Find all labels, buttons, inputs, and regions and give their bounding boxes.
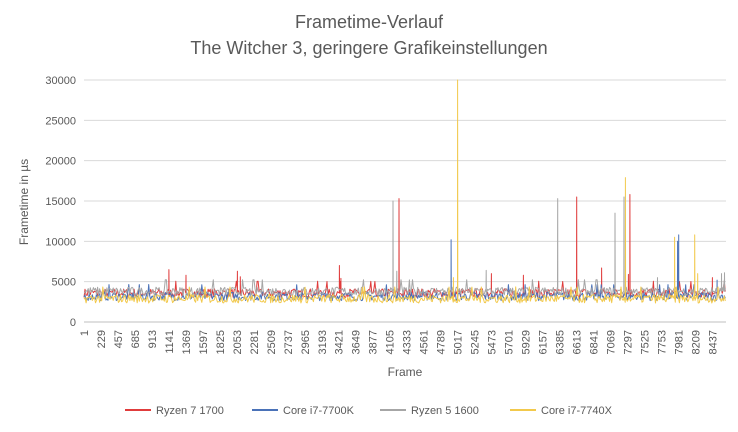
x-tick-label: 8437 <box>707 330 719 354</box>
legend-item: Ryzen 5 1600 <box>380 405 479 417</box>
x-tick-label: 2965 <box>300 330 312 354</box>
x-tick-label: 4561 <box>419 330 431 354</box>
x-tick-label: 5701 <box>504 330 516 354</box>
x-tick-labels: 1 229 457 685 913 1141 1369 1597 1825 2053 2281 250… <box>79 330 719 354</box>
y-axis-label: Frametime in µs <box>17 159 31 245</box>
y-tick-label: 5000 <box>52 277 76 289</box>
gridlines <box>84 79 726 283</box>
legend-label: Ryzen 7 1700 <box>156 405 224 417</box>
y-tick-label: 0 <box>70 317 76 329</box>
x-tick-label: 5017 <box>453 330 465 354</box>
legend-item: Core i7-7740X <box>510 405 613 417</box>
y-tick-label: 25000 <box>45 115 76 127</box>
x-tick-label: 3193 <box>317 330 329 354</box>
series-line <box>83 196 726 297</box>
chart-title: Frametime-Verlauf <box>295 12 444 32</box>
x-tick-label: 913 <box>147 330 159 348</box>
series-line <box>83 79 726 304</box>
x-tick-label: 2737 <box>283 330 295 354</box>
x-tick-label: 3421 <box>334 330 346 354</box>
x-tick-label: 3649 <box>351 330 363 354</box>
x-tick-label: 1141 <box>164 330 176 354</box>
legend-label: Core i7-7700K <box>283 405 355 417</box>
x-tick-label: 5245 <box>470 330 482 354</box>
legend-item: Core i7-7700K <box>252 405 355 417</box>
legend-label: Ryzen 5 1600 <box>411 405 479 417</box>
y-tick-label: 15000 <box>45 196 76 208</box>
x-tick-label: 2281 <box>249 330 261 354</box>
x-tick-label: 4333 <box>402 330 414 354</box>
x-tick-label: 5473 <box>487 330 499 354</box>
series-lines <box>83 79 726 304</box>
legend-label: Core i7-7740X <box>541 405 613 417</box>
x-tick-label: 7981 <box>673 330 685 354</box>
x-tick-label: 1597 <box>198 330 210 354</box>
x-tick-label: 2053 <box>232 330 244 354</box>
x-tick-label: 4105 <box>385 330 397 354</box>
x-tick-label: 4789 <box>436 330 448 354</box>
x-tick-label: 7297 <box>622 330 634 354</box>
y-tick-label: 30000 <box>45 75 76 87</box>
x-tick-label: 5929 <box>521 330 533 354</box>
legend-item: Ryzen 7 1700 <box>125 405 224 417</box>
x-tick-label: 1 <box>79 330 91 336</box>
x-tick-label: 7525 <box>639 330 651 354</box>
x-tick-label: 6385 <box>555 330 567 354</box>
x-tick-label: 685 <box>130 330 142 348</box>
x-tick-label: 6157 <box>538 330 550 354</box>
x-tick-label: 6841 <box>588 330 600 354</box>
chart-subtitle: The Witcher 3, geringere Grafikeinstellu… <box>190 38 547 58</box>
x-tick-label: 2509 <box>266 330 278 354</box>
x-tick-label: 6613 <box>572 330 584 354</box>
x-tick-label: 1369 <box>181 330 193 354</box>
y-tick-labels: 0 5000 10000 15000 20000 25000 30000 <box>45 75 76 329</box>
legend: Ryzen 7 1700 Core i7-7700K Ryzen 5 1600 Cor… <box>125 405 613 417</box>
x-tick-label: 229 <box>96 330 108 348</box>
x-tick-label: 3877 <box>368 330 380 354</box>
x-axis-label: Frame <box>388 365 423 379</box>
x-tick-label: 7069 <box>605 330 617 354</box>
x-tick-label: 7753 <box>656 330 668 354</box>
y-tick-label: 10000 <box>45 236 76 248</box>
x-tick-label: 457 <box>113 330 125 348</box>
y-tick-label: 20000 <box>45 156 76 168</box>
x-tick-label: 8209 <box>690 330 702 354</box>
x-tick-label: 1825 <box>215 330 227 354</box>
